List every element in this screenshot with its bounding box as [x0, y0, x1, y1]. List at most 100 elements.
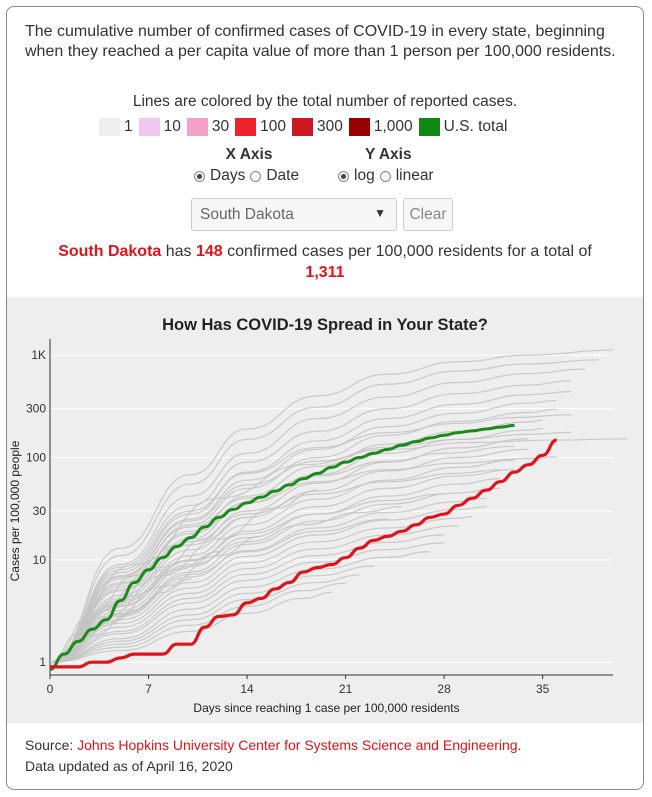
- state-series-line: [49, 569, 163, 663]
- legend-item-300: 300: [292, 118, 343, 136]
- x-tick-label: 0: [47, 682, 54, 696]
- radio-label-linear: linear: [395, 167, 434, 184]
- state-series-line: [49, 602, 149, 663]
- state-series-line: [49, 574, 360, 663]
- source-link[interactable]: Johns Hopkins University Center for Syst…: [77, 737, 518, 753]
- legend-swatch-us-total: [418, 118, 440, 136]
- state-series-line: [49, 565, 374, 663]
- legend-title: Lines are colored by the total number of…: [132, 93, 518, 110]
- state-series-line: [49, 359, 599, 663]
- radio-label-date: Date: [266, 167, 300, 184]
- radio-dot-log[interactable]: [338, 170, 349, 182]
- x-axis-radio-date[interactable]: Date: [250, 166, 299, 186]
- state-series-line: [49, 515, 473, 663]
- state-series-line: [49, 419, 543, 663]
- y-tick-label: 30: [33, 504, 47, 518]
- y-axis-radio-log[interactable]: log: [338, 166, 375, 186]
- legend-label-10: 10: [163, 118, 181, 135]
- state-series-line: [49, 506, 402, 663]
- state-series-line: [49, 349, 614, 663]
- chart-title: How Has COVID-19 Spread in Your State?: [162, 316, 488, 334]
- x-axis-control-label: X Axis: [225, 146, 273, 163]
- color-legend: 1 10 30 100 300 1,000 U.S. total: [99, 117, 513, 137]
- state-series-line: [49, 456, 557, 663]
- clear-button[interactable]: Clear: [403, 198, 453, 231]
- source-prefix: Source:: [25, 737, 78, 753]
- radio-dot-days[interactable]: [194, 170, 205, 182]
- state-series-line: [49, 438, 529, 663]
- legend-label-us-total: U.S. total: [443, 118, 508, 135]
- chart-panel: How Has COVID-19 Spread in Your State? 1 1…: [7, 297, 643, 723]
- x-tick-label: 7: [145, 682, 152, 696]
- y-tick-label: 1: [39, 655, 46, 669]
- y-axis-control: Y Axis log linear: [338, 146, 439, 186]
- legend-swatch-100: [235, 118, 257, 136]
- us-total-series-line: [49, 423, 515, 671]
- state-summary: South Dakota has 148 confirmed cases per…: [7, 241, 643, 283]
- legend-label-30: 30: [211, 118, 230, 135]
- summary-total: 1,311: [305, 264, 345, 281]
- data-updated-note: Data updated as of April 16, 2020: [25, 758, 233, 774]
- legend-item-100: 100: [235, 118, 286, 136]
- state-series-line: [49, 414, 571, 663]
- legend-swatch-1: [99, 118, 120, 136]
- y-axis-radio-linear[interactable]: linear: [379, 166, 434, 186]
- x-axis-control: X Axis Days Date: [194, 146, 304, 186]
- x-tick-label: 14: [240, 682, 254, 696]
- summary-per-capita: 148: [196, 243, 223, 260]
- legend-item-1000: 1,000: [348, 118, 413, 136]
- legend-item-10: 10: [138, 118, 181, 136]
- legend-item-us-total: U.S. total: [418, 118, 508, 136]
- source-suffix: .: [517, 737, 522, 753]
- legend-label-1: 1: [124, 118, 133, 135]
- state-series-line: [49, 391, 571, 663]
- state-series-line: [49, 469, 501, 663]
- state-series-line: [49, 399, 557, 663]
- y-axis-label: Cases per 100,000 people: [8, 440, 22, 581]
- state-series-line: [49, 459, 515, 663]
- state-series-line: [49, 448, 529, 663]
- radio-dot-date[interactable]: [250, 170, 262, 182]
- radio-label-days: Days: [210, 167, 246, 184]
- covid-widget: The cumulative number of confirmed cases…: [6, 6, 644, 790]
- state-series-line: [49, 445, 515, 663]
- x-tick-label: 35: [536, 682, 550, 696]
- state-series-line: [49, 551, 431, 663]
- covid-line-chart: How Has COVID-19 Spread in Your State? 1 1…: [8, 316, 628, 715]
- chevron-down-icon: ▼: [374, 206, 386, 220]
- legend-label-1000: 1,000: [373, 118, 413, 135]
- radio-label-log: log: [354, 167, 375, 184]
- x-tick-label: 21: [339, 682, 353, 696]
- y-tick-label: 10: [33, 553, 47, 567]
- x-tick-label: 28: [437, 682, 451, 696]
- south-dakota-series-line: [50, 438, 558, 669]
- y-axis-control-label: Y Axis: [365, 146, 412, 163]
- summary-state-name: South Dakota: [58, 243, 162, 260]
- legend-item-30: 30: [186, 118, 230, 136]
- state-series-line: [49, 591, 332, 663]
- y-tick-label: 300: [26, 402, 46, 416]
- source-note: Source: Johns Hopkins University Center …: [25, 735, 521, 777]
- x-axis-label: Days since reaching 1 case per 100,000 r…: [193, 701, 459, 715]
- state-series-line: [49, 431, 571, 663]
- state-series-line: [49, 493, 445, 663]
- state-series-line: [49, 478, 501, 663]
- legend-label-100: 100: [260, 118, 286, 135]
- state-series-line: [49, 408, 557, 663]
- state-select[interactable]: South Dakota ▼: [191, 198, 397, 231]
- state-series-line: [49, 487, 501, 663]
- y-tick-label: 1K: [31, 348, 46, 362]
- state-series-line: [49, 534, 445, 663]
- radio-dot-linear[interactable]: [379, 170, 391, 182]
- state-series-line: [49, 438, 628, 663]
- y-tick-label: 100: [26, 450, 46, 464]
- state-series-line: [49, 542, 445, 663]
- legend-swatch-30: [186, 118, 208, 136]
- legend-swatch-10: [138, 118, 160, 136]
- summary-text-1: has: [161, 243, 196, 260]
- legend-item-1: 1: [99, 118, 133, 136]
- state-select-value: South Dakota: [200, 205, 294, 223]
- intro-text: The cumulative number of confirmed cases…: [25, 23, 616, 60]
- x-axis-radio-days[interactable]: Days: [194, 166, 245, 186]
- legend-label-300: 300: [317, 118, 343, 135]
